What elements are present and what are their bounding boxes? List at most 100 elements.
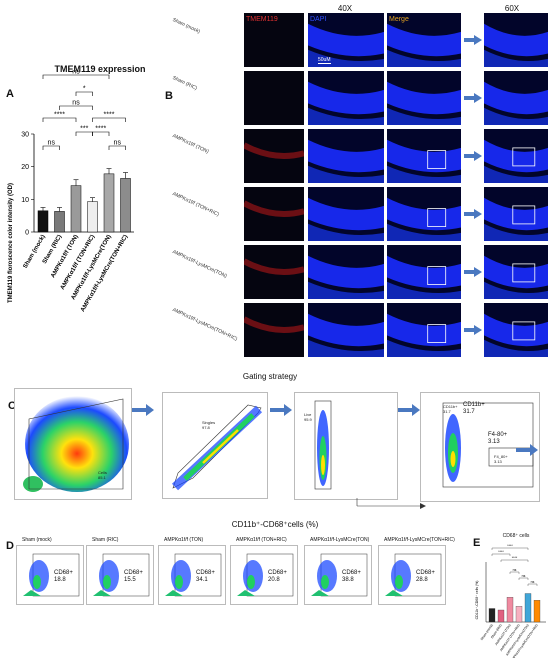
sig-bracket — [527, 583, 538, 586]
arrow-right-icon — [464, 325, 482, 335]
nuclei-layer — [308, 339, 384, 357]
nuclei-layer — [484, 255, 548, 289]
zoom-60x-image — [484, 129, 548, 183]
dapi-band — [308, 255, 384, 299]
dapi-band — [308, 81, 384, 125]
panel-a-chart: 0 10 20 30 TMEM119 floroscence color intensi… — [0, 69, 165, 370]
arrow-shape — [464, 209, 482, 219]
density-base — [385, 590, 403, 596]
red-signal — [244, 258, 304, 275]
nuclei-layer — [308, 49, 384, 67]
dapi-image — [308, 129, 384, 183]
bar — [524, 593, 532, 623]
merge-image — [387, 187, 461, 241]
tmem119-image — [244, 71, 304, 125]
zoom-60x-image — [484, 13, 548, 67]
nuclei-layer — [484, 81, 548, 115]
row-label: Sham (mock) — [171, 17, 201, 36]
gate-cd11b-label: CD11b+ 31.7 — [463, 402, 485, 415]
cd68-dot-plot — [16, 545, 84, 605]
tmem119-image — [244, 245, 304, 299]
density-core — [321, 575, 329, 589]
sig-bracket — [75, 91, 93, 96]
dapi-band — [387, 313, 461, 357]
nuclei-layer — [484, 49, 548, 67]
bar — [506, 597, 514, 623]
nuclei-layer — [387, 281, 461, 299]
arrow-right-icon — [516, 444, 538, 456]
scale-bar: 50uM — [318, 57, 331, 64]
nuclei-layer — [484, 165, 548, 183]
red-signal — [244, 142, 304, 159]
dapi-image — [308, 13, 384, 67]
nuclei-layer — [387, 81, 461, 115]
cd68-dot-plot — [86, 545, 154, 605]
sig-bracket — [92, 131, 110, 136]
nuclei-layer — [484, 197, 548, 231]
arrow-right-icon — [464, 93, 482, 103]
group-title: AMPKα1f/f (TON) — [164, 537, 204, 543]
dot-plot-svg — [311, 553, 368, 597]
dapi-band — [308, 313, 384, 357]
dot-plot-svg — [23, 553, 80, 597]
dapi-band — [387, 23, 461, 67]
zoom-box — [512, 263, 536, 283]
flow-cd11b-scatter — [442, 402, 534, 488]
tmem119-signal — [244, 258, 304, 275]
density-base — [237, 590, 255, 596]
cd68-bar-chart: CD11b⁺-CD68⁺ cells (%)Sham (mock)Sham (R… — [475, 544, 546, 658]
sig-bracket — [491, 547, 529, 550]
tmem119-signal — [244, 200, 304, 217]
sig-bracket — [108, 145, 126, 150]
panel-e-title: CD68⁺ cells — [502, 533, 530, 539]
column-header: DAPI — [310, 16, 327, 23]
zoom-box — [427, 208, 447, 228]
dapi-band — [387, 81, 461, 125]
density-core — [175, 575, 183, 589]
bar — [120, 178, 131, 233]
dapi-band — [484, 139, 548, 183]
dapi-band — [484, 23, 548, 67]
row-label: Sham (RIC) — [171, 75, 198, 92]
nuclei-layer — [308, 81, 384, 115]
nuclei-layer — [308, 255, 384, 289]
arrow-shape — [464, 325, 482, 335]
dot-plot-svg — [385, 553, 442, 597]
sig-label: **** — [104, 112, 115, 119]
bar — [87, 201, 98, 233]
bar — [70, 185, 82, 233]
cd68-percent: CD68+ 28.8 — [416, 570, 435, 583]
zoom-box — [427, 150, 447, 170]
nuclei-layer — [308, 23, 384, 57]
nuclei-layer — [387, 107, 461, 125]
merge-image — [387, 303, 461, 357]
red-signal — [244, 200, 304, 217]
mag-40x: 40X — [337, 4, 353, 13]
nuclei-layer — [484, 223, 548, 241]
red-signal — [244, 316, 304, 333]
sig-bracket — [42, 74, 110, 79]
arrow-right-icon — [270, 404, 292, 416]
sig-label: ns — [72, 70, 80, 76]
nuclei-layer — [308, 281, 384, 299]
panel-d-title: CD11b⁺-CD68⁺cells (%) — [231, 520, 319, 529]
cd68-percent: CD68+ 34.1 — [196, 570, 215, 583]
sig-label: ns — [48, 140, 56, 147]
zoom-60x-image — [484, 71, 548, 125]
arrow-right-icon — [464, 151, 482, 161]
density-core — [395, 575, 403, 589]
sig-bracket — [491, 553, 511, 556]
tmem119-signal — [244, 142, 304, 159]
dapi-image — [308, 303, 384, 357]
merge-image — [387, 245, 461, 299]
panel-e-label: E — [473, 537, 481, 549]
dapi-band — [387, 139, 461, 183]
nuclei-layer — [484, 313, 548, 347]
y-axis-label: TMEM119 floroscence color intensity (OD) — [8, 183, 14, 303]
dot-plot-svg — [93, 553, 150, 597]
group-title: AMPKα1f/f-LysMCre(TON) — [310, 537, 370, 543]
arrow-shape — [464, 267, 482, 277]
sig-label: **** — [54, 112, 65, 119]
zoom-60x-image — [484, 245, 548, 299]
zoom-box — [427, 266, 447, 286]
